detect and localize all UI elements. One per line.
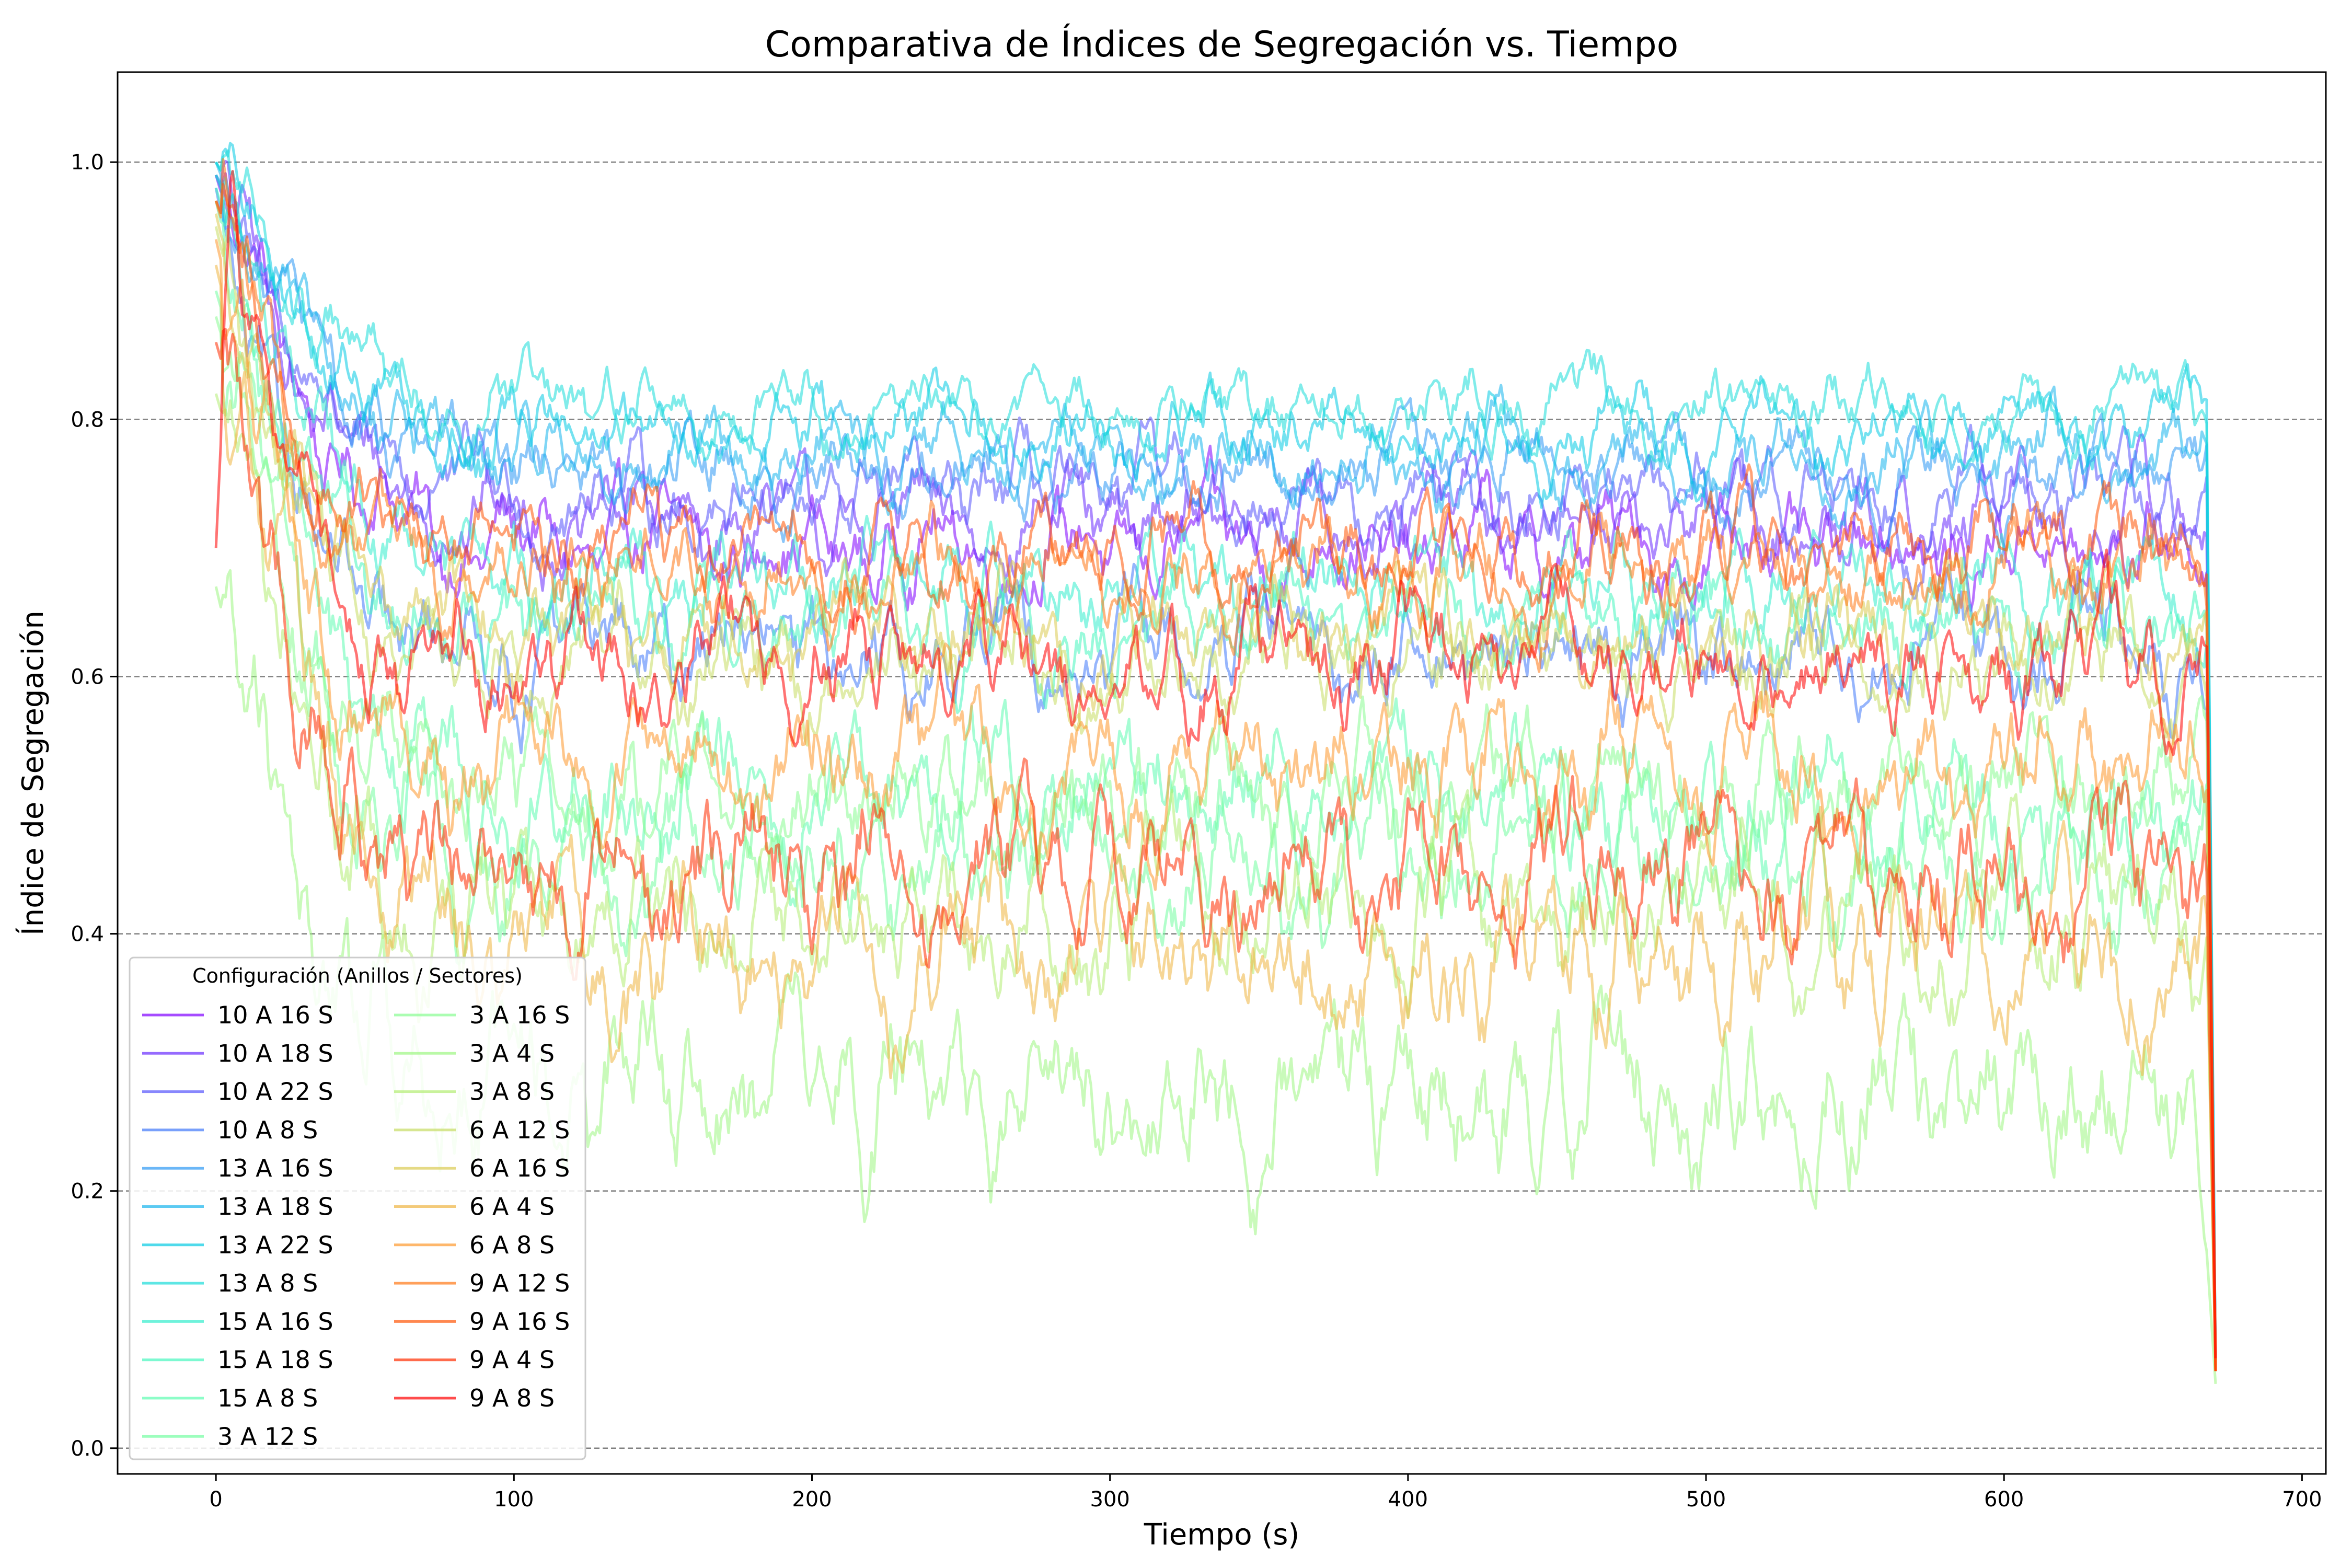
legend-entry-label: 10 A 8 S xyxy=(217,1116,318,1144)
legend-title: Configuración (Anillos / Sectores) xyxy=(192,964,523,987)
x-tick-label: 100 xyxy=(494,1488,534,1512)
y-tick-label: 0.6 xyxy=(71,665,104,689)
series-line xyxy=(215,142,2217,1371)
series-line xyxy=(214,183,2217,1371)
legend-entry-label: 15 A 16 S xyxy=(217,1307,333,1335)
x-tick-label: 700 xyxy=(2282,1488,2322,1512)
legend-entry-label: 10 A 18 S xyxy=(217,1039,333,1067)
legend: Configuración (Anillos / Sectores) 10 A … xyxy=(129,956,586,1460)
legend-items: 10 A 16 S 10 A 18 S 10 A 22 S 10 A 8 S 13 A … xyxy=(142,1001,570,1450)
x-tick-label: 600 xyxy=(1984,1488,2024,1512)
series-line xyxy=(214,316,2217,1371)
legend-entry-label: 15 A 18 S xyxy=(217,1346,333,1374)
legend-entry-label: 9 A 4 S xyxy=(469,1346,555,1374)
legend-entry-label: 9 A 8 S xyxy=(469,1384,555,1412)
series-line xyxy=(214,264,2217,1371)
legend-entry-label: 3 A 12 S xyxy=(217,1422,318,1450)
legend-entry-label: 13 A 16 S xyxy=(217,1154,333,1182)
legend-entry-label: 6 A 16 S xyxy=(469,1154,570,1182)
series-line xyxy=(214,162,2217,1371)
legend-entry-label: 13 A 22 S xyxy=(217,1231,333,1259)
x-tick-label: 200 xyxy=(792,1488,832,1512)
x-tick-label: 300 xyxy=(1090,1488,1130,1512)
series-line xyxy=(214,200,2217,1371)
series-line xyxy=(214,239,2217,1371)
legend-entry-label: 13 A 8 S xyxy=(217,1269,318,1297)
legend-entry-label: 6 A 8 S xyxy=(469,1231,555,1259)
legend-box xyxy=(129,956,586,1460)
series-line xyxy=(214,213,2217,1371)
legend-entry-label: 9 A 16 S xyxy=(469,1307,570,1335)
legend-entry-label: 6 A 4 S xyxy=(469,1193,555,1221)
legend-entry-label: 9 A 12 S xyxy=(469,1269,570,1297)
plot-area-frame xyxy=(117,71,2327,1475)
series-line xyxy=(214,328,2217,1371)
legend-entry-label: 10 A 16 S xyxy=(217,1001,333,1029)
series-line xyxy=(215,149,2217,1371)
axis-ticks: 0 100 200 300 400 500 600 700 0.0 0.2 0.4 0.6 0.8 1.0 xyxy=(71,151,2322,1512)
y-tick-label: 1.0 xyxy=(71,151,104,175)
legend-entry-label: 6 A 12 S xyxy=(469,1116,570,1144)
legend-entry-label: 3 A 8 S xyxy=(469,1078,555,1106)
series-line xyxy=(215,174,2217,1371)
x-tick-label: 500 xyxy=(1686,1488,1726,1512)
legend-entry-label: 3 A 4 S xyxy=(469,1039,555,1067)
x-tick-label: 0 xyxy=(209,1488,222,1512)
series-line xyxy=(214,170,2217,1358)
legend-entry-label: 15 A 8 S xyxy=(217,1384,318,1412)
y-tick-label: 0.0 xyxy=(71,1437,104,1461)
legend-entry-label: 13 A 18 S xyxy=(217,1193,333,1221)
y-tick-label: 0.8 xyxy=(71,408,104,432)
x-axis-label: Tiempo (s) xyxy=(1144,1518,1300,1552)
chart-title: Comparativa de Índices de Segregación vs… xyxy=(765,24,1679,65)
series-lines xyxy=(214,142,2217,1384)
legend-entry-label: 3 A 16 S xyxy=(469,1001,570,1029)
y-tick-label: 0.4 xyxy=(71,923,104,947)
y-tick-label: 0.2 xyxy=(71,1180,104,1204)
legend-entry-label: 10 A 22 S xyxy=(217,1078,333,1106)
y-axis-label: Índice de Segregación xyxy=(16,610,50,936)
x-tick-label: 400 xyxy=(1388,1488,1428,1512)
